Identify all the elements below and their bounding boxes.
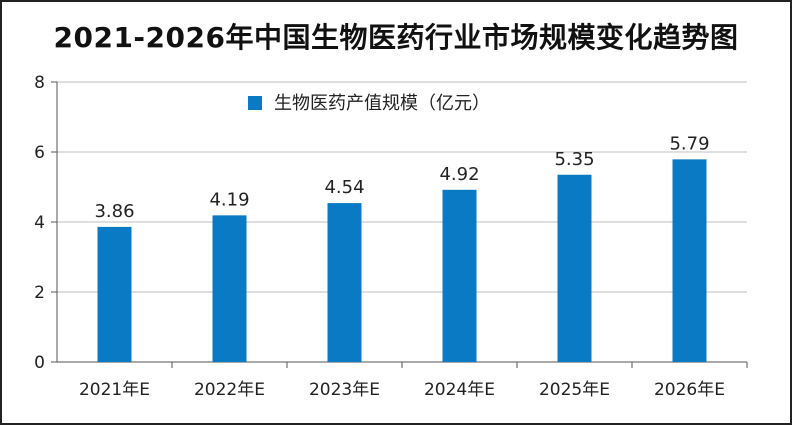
x-tick-label: 2022年E (194, 380, 265, 400)
bar (557, 174, 592, 362)
data-label: 4.54 (324, 177, 364, 198)
bar (672, 159, 707, 362)
legend-swatch (248, 96, 262, 110)
data-label: 4.92 (439, 164, 479, 185)
y-tick-label: 6 (34, 143, 45, 163)
bar (442, 189, 477, 362)
x-tick-label: 2025年E (539, 380, 610, 400)
data-label: 3.86 (94, 201, 134, 222)
bar (212, 215, 247, 362)
data-label: 5.35 (554, 149, 594, 170)
data-label: 5.79 (669, 133, 709, 154)
y-tick-label: 4 (34, 213, 45, 233)
y-tick-label: 2 (34, 283, 45, 303)
x-tick-label: 2026年E (654, 380, 725, 400)
bar (97, 226, 132, 362)
y-tick-label: 8 (34, 73, 45, 93)
x-tick-label: 2023年E (309, 380, 380, 400)
data-label: 4.19 (209, 189, 249, 210)
chart-title: 2021-2026年中国生物医药行业市场规模变化趋势图 (53, 21, 739, 54)
x-tick-label: 2021年E (79, 380, 150, 400)
bar (327, 203, 362, 362)
x-tick-label: 2024年E (424, 380, 495, 400)
y-tick-label: 0 (34, 353, 45, 373)
legend-label: 生物医药产值规模（亿元） (274, 93, 490, 114)
